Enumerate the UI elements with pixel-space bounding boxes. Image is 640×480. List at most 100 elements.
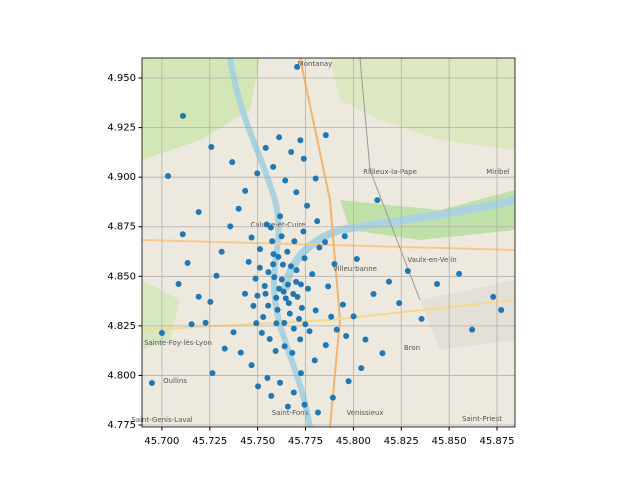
scatter-point — [328, 313, 335, 320]
scatter-point — [271, 274, 278, 281]
scatter-point — [353, 256, 360, 263]
scatter-point — [158, 330, 165, 337]
scatter-point — [311, 357, 318, 364]
scatter-point — [270, 251, 277, 258]
scatter-point — [262, 290, 269, 297]
scatter-point — [278, 233, 285, 240]
scatter-point — [314, 409, 321, 416]
map-label: Vaulx-en-Velin — [407, 256, 456, 264]
scatter-point — [264, 375, 271, 382]
scatter-point — [202, 319, 209, 326]
scatter-point — [230, 329, 237, 336]
scatter-point — [263, 221, 270, 228]
scatter-point — [370, 290, 377, 297]
scatter-point — [250, 302, 257, 309]
scatter-point — [281, 343, 288, 350]
scatter-point — [227, 223, 234, 230]
map-label: Sainte-Foy-lès-Lyon — [144, 339, 212, 347]
scatter-point — [343, 332, 350, 339]
y-tick-label: 4.950 — [107, 73, 136, 84]
scatter-point — [207, 298, 214, 305]
scatter-point — [333, 326, 340, 333]
scatter-point — [267, 224, 274, 231]
scatter-point — [255, 383, 262, 390]
scatter-point — [358, 365, 365, 372]
scatter-point — [273, 294, 280, 301]
scatter-point — [284, 403, 291, 410]
scatter-point — [309, 271, 316, 278]
scatter-point — [275, 253, 282, 260]
scatter-point — [276, 134, 283, 141]
scatter-point — [293, 278, 300, 285]
scatter-point — [235, 205, 242, 212]
x-tick-label: 45.700 — [144, 436, 179, 447]
scatter-point — [418, 315, 425, 322]
scatter-point — [456, 270, 463, 277]
scatter-point — [305, 285, 312, 292]
scatter-point — [252, 275, 259, 282]
scatter-point — [287, 263, 294, 270]
scatter-point — [490, 293, 497, 300]
scatter-point — [184, 260, 191, 267]
scatter-point — [270, 261, 277, 268]
scatter-point — [304, 202, 311, 209]
scatter-point — [265, 302, 272, 309]
scatter-point — [276, 285, 283, 292]
scatter-point — [290, 290, 297, 297]
x-tick-label: 45.750 — [240, 436, 275, 447]
scatter-point — [279, 261, 286, 268]
y-tick-label: 4.800 — [107, 370, 136, 381]
scatter-point — [301, 255, 308, 262]
scatter-point — [379, 350, 386, 357]
scatter-point — [282, 177, 289, 184]
scatter-point — [294, 63, 301, 70]
scatter-point — [341, 233, 348, 240]
scatter-point — [277, 379, 284, 386]
scatter-point — [298, 304, 305, 311]
scatter-point — [195, 209, 202, 216]
scatter-point — [329, 394, 336, 401]
scatter-point — [396, 300, 403, 307]
scatter-point — [290, 389, 297, 396]
scatter-point — [165, 172, 172, 179]
scatter-point — [350, 313, 357, 320]
scatter-point — [278, 276, 285, 283]
scatter-point — [175, 281, 182, 288]
scatter-point — [290, 325, 297, 332]
scatter-point — [221, 345, 228, 352]
scatter-point — [218, 248, 225, 255]
scatter-point — [302, 321, 309, 328]
scatter-point — [248, 234, 255, 241]
map-label: Caluire-et-Cuire — [251, 221, 306, 229]
scatter-point — [254, 292, 261, 299]
scatter-point — [248, 362, 255, 369]
scatter-point — [301, 401, 308, 408]
scatter-point — [280, 288, 287, 295]
scatter-point — [229, 159, 236, 166]
x-tick-label: 45.825 — [384, 436, 419, 447]
scatter-point — [286, 310, 293, 317]
scatter-point — [288, 148, 295, 155]
map-label: Montanay — [298, 60, 333, 68]
scatter-point — [404, 267, 411, 274]
scatter-point — [316, 244, 323, 251]
scatter-point — [297, 370, 304, 377]
scatter-point — [266, 335, 273, 342]
scatter-point — [325, 283, 332, 290]
scatter-point — [284, 281, 291, 288]
map-label: Rillieux-la-Pape — [363, 168, 417, 176]
y-tick-label: 4.825 — [107, 321, 136, 332]
axes-frame — [141, 57, 516, 428]
scatter-point — [179, 231, 186, 238]
scatter-point — [253, 320, 260, 327]
scatter-point — [258, 329, 265, 336]
scatter-point — [297, 137, 304, 144]
scatter-point — [345, 378, 352, 385]
map-label: Oullins — [163, 377, 187, 385]
map-label: Villeurbanne — [333, 265, 377, 273]
scatter-point — [208, 144, 215, 151]
plot-area: Villeurbanne Vaulx-en-Velin Oullins Vénissi… — [131, 58, 515, 427]
scatter-point — [242, 290, 249, 297]
